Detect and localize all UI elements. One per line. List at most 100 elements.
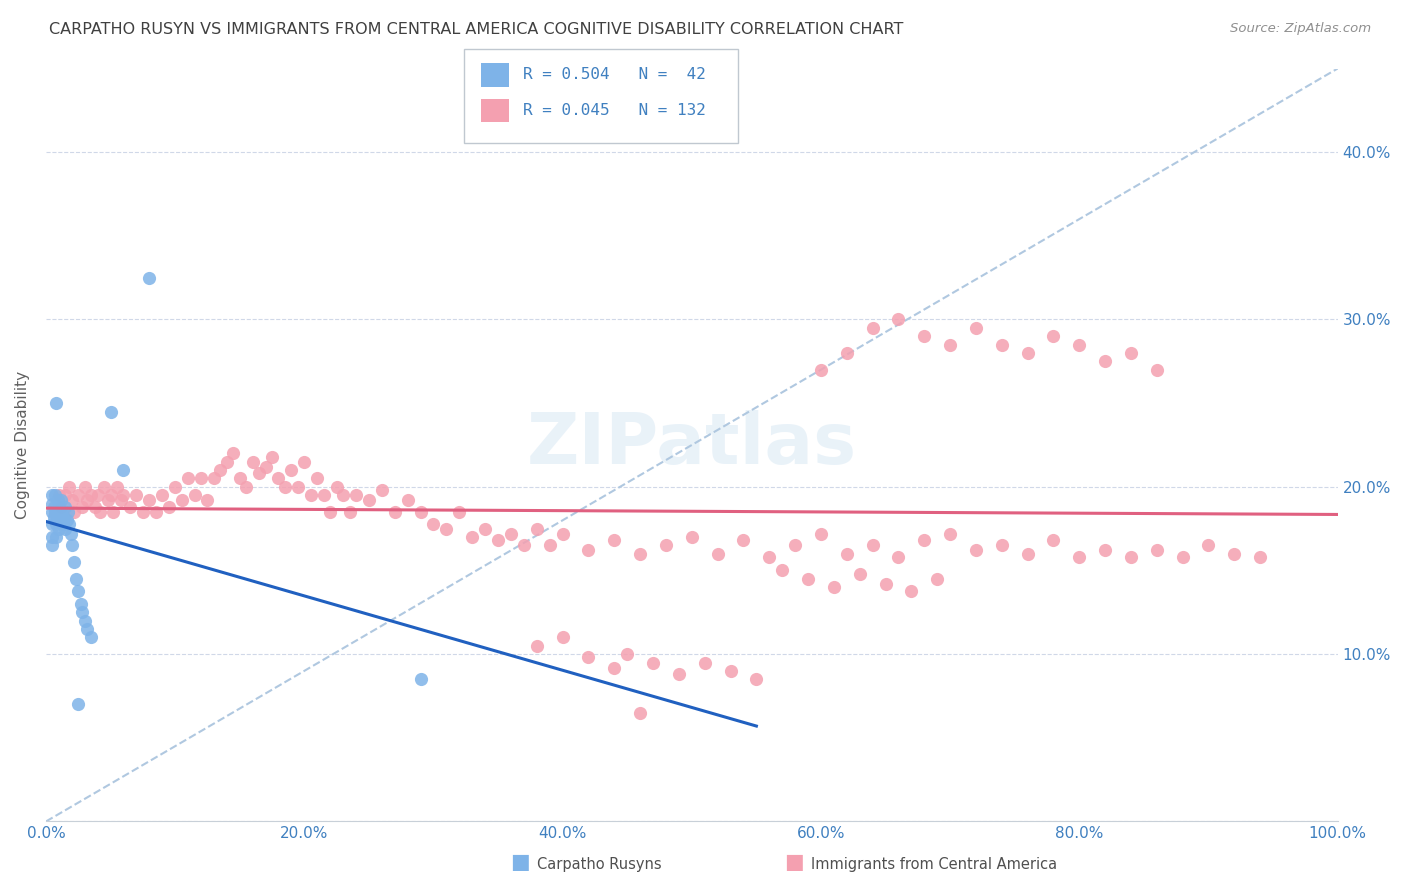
- Point: [228, 471, 250, 485]
- Point: [1223, 547, 1246, 561]
- Point: [641, 656, 664, 670]
- Point: [132, 505, 155, 519]
- Point: [912, 533, 935, 548]
- Point: [526, 522, 548, 536]
- Point: [46, 513, 69, 527]
- Text: Source: ZipAtlas.com: Source: ZipAtlas.com: [1230, 22, 1371, 36]
- Point: [339, 505, 361, 519]
- Point: [267, 471, 290, 485]
- Point: [235, 480, 257, 494]
- Point: [202, 471, 225, 485]
- Point: [45, 530, 67, 544]
- Point: [46, 493, 69, 508]
- Point: [1146, 543, 1168, 558]
- Point: [63, 555, 86, 569]
- Point: [1042, 533, 1064, 548]
- Point: [44, 505, 66, 519]
- Text: Carpatho Rusyns: Carpatho Rusyns: [537, 857, 662, 872]
- Point: [138, 493, 160, 508]
- Point: [292, 455, 315, 469]
- Point: [84, 500, 107, 514]
- Point: [422, 516, 444, 531]
- Point: [720, 664, 742, 678]
- Point: [51, 500, 73, 514]
- Point: [409, 672, 432, 686]
- Point: [797, 572, 820, 586]
- Point: [835, 346, 858, 360]
- Point: [848, 566, 870, 581]
- Point: [70, 597, 93, 611]
- Point: [785, 538, 807, 552]
- Point: [307, 471, 329, 485]
- Point: [138, 270, 160, 285]
- Point: [344, 488, 367, 502]
- Point: [810, 526, 832, 541]
- Point: [89, 505, 111, 519]
- Point: [409, 505, 432, 519]
- Point: [1017, 547, 1039, 561]
- Point: [100, 488, 122, 502]
- Text: R = 0.045   N = 132: R = 0.045 N = 132: [523, 103, 706, 118]
- Point: [578, 650, 600, 665]
- Point: [603, 533, 626, 548]
- Point: [48, 510, 70, 524]
- Point: [810, 362, 832, 376]
- Point: [396, 493, 419, 508]
- Point: [58, 516, 80, 531]
- Point: [58, 480, 80, 494]
- Point: [177, 471, 200, 485]
- Point: [1069, 337, 1091, 351]
- Text: CARPATHO RUSYN VS IMMIGRANTS FROM CENTRAL AMERICA COGNITIVE DISABILITY CORRELATI: CARPATHO RUSYN VS IMMIGRANTS FROM CENTRA…: [49, 22, 904, 37]
- Point: [1094, 543, 1116, 558]
- Point: [706, 547, 728, 561]
- Text: ■: ■: [785, 853, 804, 872]
- Point: [53, 488, 76, 502]
- Point: [70, 605, 93, 619]
- Point: [67, 583, 90, 598]
- Text: R = 0.504   N =  42: R = 0.504 N = 42: [523, 68, 706, 82]
- Point: [434, 522, 457, 536]
- Point: [260, 450, 283, 464]
- Point: [44, 488, 66, 502]
- Point: [48, 522, 70, 536]
- Point: [287, 480, 309, 494]
- Point: [80, 631, 103, 645]
- Point: [1042, 329, 1064, 343]
- Point: [538, 538, 561, 552]
- Point: [325, 480, 347, 494]
- Point: [112, 463, 135, 477]
- Point: [110, 493, 132, 508]
- Point: [41, 488, 63, 502]
- Point: [222, 446, 245, 460]
- Point: [80, 488, 103, 502]
- Point: [60, 493, 83, 508]
- Point: [70, 500, 93, 514]
- Text: ZIPatlas: ZIPatlas: [527, 410, 856, 480]
- Point: [668, 667, 690, 681]
- Point: [628, 547, 651, 561]
- Point: [371, 483, 394, 498]
- Point: [165, 480, 187, 494]
- Y-axis label: Cognitive Disability: Cognitive Disability: [15, 371, 30, 519]
- Point: [616, 647, 638, 661]
- Point: [63, 505, 86, 519]
- Point: [1146, 362, 1168, 376]
- Point: [655, 538, 678, 552]
- Point: [823, 580, 845, 594]
- Point: [150, 488, 173, 502]
- Point: [280, 463, 302, 477]
- Point: [53, 500, 76, 514]
- Point: [319, 505, 342, 519]
- Point: [745, 672, 768, 686]
- Point: [578, 543, 600, 558]
- Point: [215, 455, 238, 469]
- Point: [183, 488, 205, 502]
- Point: [991, 538, 1014, 552]
- Point: [45, 396, 67, 410]
- Point: [242, 455, 264, 469]
- Point: [52, 516, 75, 531]
- Point: [449, 505, 471, 519]
- Point: [97, 493, 120, 508]
- Point: [939, 526, 962, 541]
- Point: [60, 538, 83, 552]
